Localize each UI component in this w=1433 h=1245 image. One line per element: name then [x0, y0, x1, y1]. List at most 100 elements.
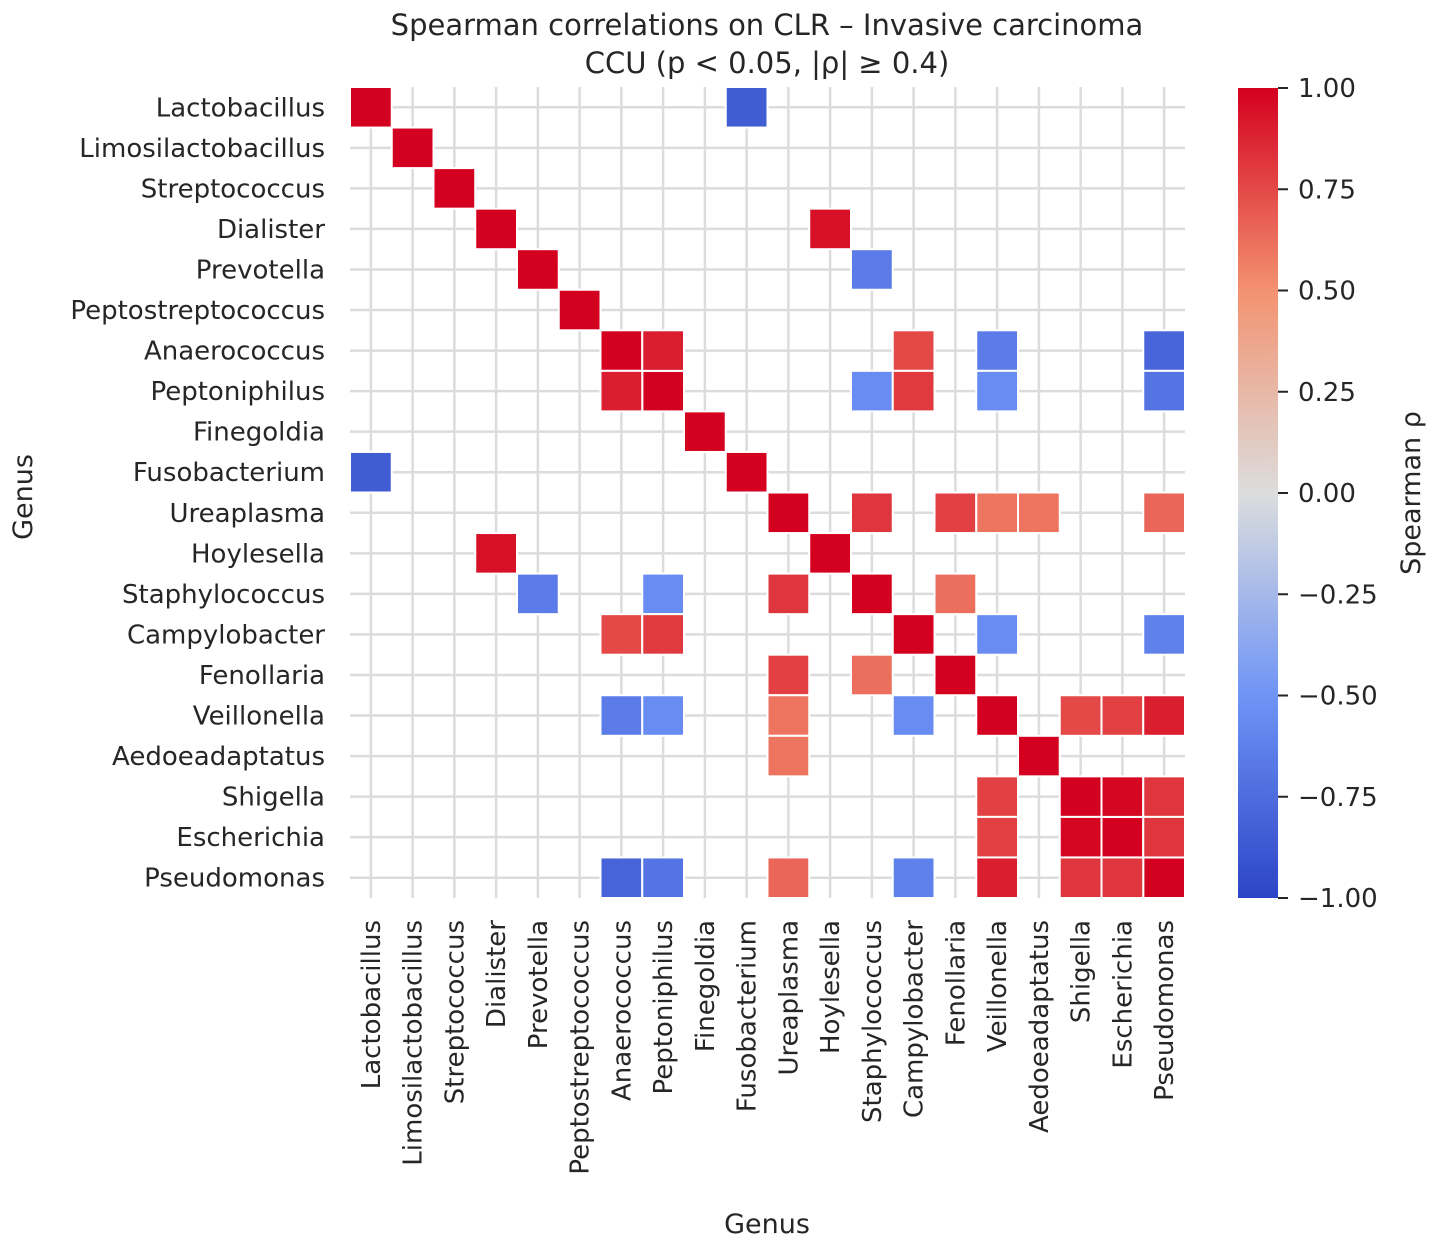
- colorbar-tick-label: −0.75: [1298, 783, 1378, 813]
- x-tick-label: Fusobacterium: [733, 920, 763, 1112]
- x-tick-label: Finegoldia: [691, 920, 721, 1052]
- x-tick-label: Fenollaria: [941, 920, 971, 1046]
- chart-title-line1: Spearman correlations on CLR – Invasive …: [391, 8, 1144, 42]
- heatmap-cell: [349, 450, 393, 494]
- heatmap-cell: [1058, 856, 1103, 900]
- heatmap-cell: [766, 572, 811, 616]
- y-tick-label: Finegoldia: [193, 418, 325, 448]
- heatmap-cell: [766, 694, 811, 737]
- heatmap-cell: [641, 613, 685, 656]
- x-tick-labels: Lactobacillus Limosilactobacillus Streptoc…: [357, 920, 1180, 1175]
- heatmap-cell: [975, 856, 1019, 900]
- heatmap-cell: [933, 491, 978, 535]
- heatmap-cell: [641, 572, 685, 616]
- heatmap-cell: [850, 491, 894, 535]
- y-tick-label: Peptostreptococcus: [70, 296, 325, 326]
- heatmap-cell: [1142, 775, 1186, 818]
- heatmap-cell: [1017, 491, 1061, 535]
- heatmap-cell: [1142, 694, 1186, 737]
- x-tick-label: Pseudomonas: [1150, 920, 1180, 1101]
- heatmap-cell: [850, 369, 894, 413]
- heatmap-cell: [724, 450, 769, 494]
- colorbar-tick-label: 0.00: [1298, 479, 1356, 509]
- heatmap-cell: [850, 572, 894, 616]
- y-tick-label: Ureaplasma: [169, 499, 325, 529]
- heatmap-cell: [1100, 694, 1145, 737]
- y-tick-label: Veillonella: [193, 702, 325, 732]
- x-tick-label: Hoylesella: [816, 920, 846, 1054]
- heatmap-cell: [641, 856, 685, 900]
- chart-title-line2: CCU (p < 0.05, |ρ| ≥ 0.4): [585, 46, 950, 80]
- colorbar-tick-label: −1.00: [1298, 884, 1378, 914]
- heatmap-cell: [891, 694, 936, 737]
- heatmap-cell: [975, 491, 1019, 535]
- colorbar: [1238, 88, 1278, 898]
- y-tick-label: Prevotella: [196, 255, 325, 285]
- heatmap-cell: [390, 126, 435, 170]
- colorbar-tick-label: −0.25: [1298, 580, 1378, 610]
- heatmap-cell: [1058, 775, 1103, 818]
- y-tick-label: Hoylesella: [191, 539, 325, 569]
- heatmap-cell: [349, 86, 393, 129]
- x-tick-label: Campylobacter: [900, 920, 930, 1118]
- heatmap-cell: [766, 734, 811, 778]
- heatmap-cell: [1100, 856, 1145, 900]
- y-tick-label: Shigella: [222, 783, 325, 813]
- y-tick-label: Lactobacillus: [156, 93, 325, 123]
- heatmap-cell: [557, 288, 602, 332]
- heatmap-cell: [1058, 815, 1103, 859]
- heatmap-cell: [850, 653, 894, 697]
- y-tick-label: Limosilactobacillus: [79, 134, 325, 164]
- heatmap-cell: [975, 815, 1019, 859]
- heatmap-cell: [1017, 734, 1061, 778]
- y-tick-label: Fenollaria: [199, 661, 325, 691]
- heatmap-cell: [891, 613, 936, 656]
- y-tick-label: Anaerococcus: [144, 337, 325, 367]
- heatmap-cell: [474, 532, 518, 575]
- heatmap-cell: [724, 86, 769, 129]
- heatmap-cell: [1058, 694, 1103, 737]
- heatmap-cell: [516, 248, 560, 291]
- heatmap-cell: [766, 491, 811, 535]
- heatmap-cell: [975, 694, 1019, 737]
- colorbar-ticks: 1.00 0.75 0.50 0.25 0.00 −0.25 −0.50 −0.75 −1.00: [1278, 74, 1378, 914]
- x-tick-label: Streptococcus: [440, 920, 470, 1104]
- y-tick-label: Dialister: [217, 215, 325, 245]
- heatmap-cell: [933, 572, 978, 616]
- heatmap-cell: [599, 329, 644, 372]
- x-axis-label: Genus: [724, 1209, 810, 1240]
- y-tick-label: Peptoniphilus: [150, 377, 325, 407]
- heatmap-cell: [975, 613, 1019, 656]
- heatmap-cell: [975, 369, 1019, 413]
- heatmap-cell: [599, 694, 644, 737]
- x-tick-label: Aedoeadaptatus: [1025, 920, 1055, 1133]
- heatmap-cell: [641, 369, 685, 413]
- heatmap-cells: [349, 86, 1186, 900]
- heatmap-cell: [599, 613, 644, 656]
- y-tick-label: Staphylococcus: [122, 580, 325, 610]
- colorbar-tick-label: 0.75: [1298, 175, 1356, 205]
- heatmap-cell: [599, 369, 644, 413]
- heatmap-cell: [599, 856, 644, 900]
- x-tick-label: Shigella: [1067, 920, 1097, 1023]
- heatmap-cell: [641, 329, 685, 372]
- x-tick-label: Peptoniphilus: [649, 920, 679, 1095]
- heatmap-cell: [766, 856, 811, 900]
- heatmap-cell: [891, 856, 936, 900]
- heatmap-cell: [1142, 491, 1186, 535]
- x-tick-label: Veillonella: [983, 920, 1013, 1052]
- heatmap-cell: [975, 775, 1019, 818]
- heatmap-cell: [1142, 856, 1186, 900]
- y-axis-label: Genus: [8, 454, 39, 540]
- colorbar-tick-label: 0.25: [1298, 378, 1356, 408]
- heatmap-cell: [432, 167, 477, 210]
- y-tick-label: Campylobacter: [127, 620, 325, 650]
- heatmap-cell: [1142, 815, 1186, 859]
- heatmap-cell: [683, 410, 727, 453]
- y-tick-label: Fusobacterium: [133, 458, 325, 488]
- x-tick-label: Ureaplasma: [774, 920, 804, 1076]
- heatmap-cell: [808, 532, 852, 575]
- heatmap-cell: [474, 207, 518, 251]
- y-tick-label: Pseudomonas: [144, 864, 325, 894]
